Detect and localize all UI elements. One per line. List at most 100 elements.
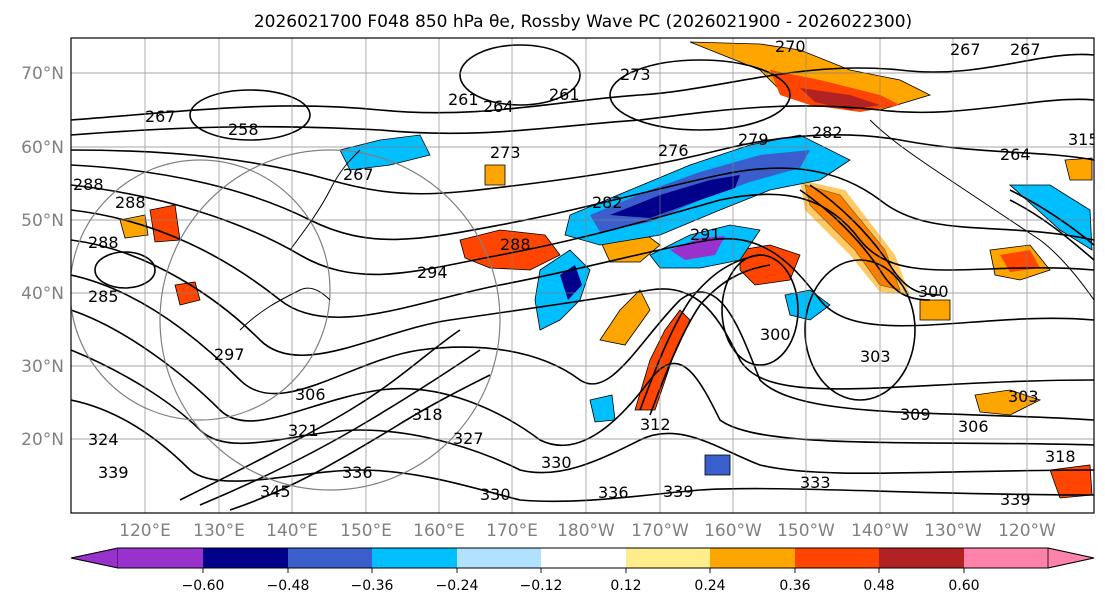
grey-circle bbox=[159, 149, 501, 491]
colorbar-tick-label: −0.48 bbox=[267, 578, 310, 594]
contour-label: 285 bbox=[88, 287, 119, 306]
contour-line bbox=[229, 374, 491, 511]
contour-closed bbox=[609, 59, 791, 131]
contour-label: 276 bbox=[658, 141, 689, 160]
contour-label: 288 bbox=[500, 235, 531, 254]
contour-closed bbox=[721, 254, 799, 366]
longitude-labels: 120°E 130°E 140°E 150°E 160°E 170°E 180°… bbox=[119, 521, 1056, 541]
contour-line bbox=[71, 133, 1094, 195]
contour-label: 324 bbox=[88, 430, 119, 449]
coastline bbox=[869, 119, 1094, 301]
contour-label: 282 bbox=[812, 123, 843, 142]
contour-label: 306 bbox=[958, 417, 989, 436]
contour-closed bbox=[189, 89, 311, 141]
contour-line bbox=[1009, 189, 1094, 246]
contour-label: 261 bbox=[549, 85, 580, 104]
projection-circles bbox=[71, 149, 501, 491]
lon-label: 130°W bbox=[924, 521, 982, 541]
map-frame: 270 267 267 273 261 264 258 267 261 267 … bbox=[70, 37, 1095, 514]
contour-label: 345 bbox=[260, 482, 291, 501]
contour-label: 297 bbox=[214, 345, 245, 364]
contour-label: 300 bbox=[760, 325, 791, 344]
lon-label: 120°E bbox=[119, 521, 171, 541]
contour-label: 303 bbox=[860, 347, 891, 366]
anomaly-navy-jet bbox=[610, 175, 740, 218]
anomaly-blue-west bbox=[339, 134, 431, 171]
contour-label: 258 bbox=[228, 120, 259, 139]
anomaly-purple-165w bbox=[670, 236, 725, 260]
colorbar-min-extension bbox=[70, 547, 119, 569]
lon-label: 150°E bbox=[340, 521, 392, 541]
anomaly-blue-tropic2 bbox=[704, 454, 731, 476]
contour-line bbox=[71, 164, 1094, 241]
contour-closed bbox=[459, 44, 581, 106]
colorbar-segment bbox=[118, 548, 203, 568]
anomaly-navy-mid bbox=[560, 265, 582, 300]
anomaly-red-midpac bbox=[459, 229, 561, 271]
contour-label: 336 bbox=[598, 483, 629, 502]
colorbar-max-extension bbox=[1047, 547, 1095, 569]
colorbar-tick-label: 0.60 bbox=[948, 578, 979, 594]
lat-label: 40°N bbox=[21, 284, 64, 304]
colorbar-segment bbox=[710, 548, 795, 568]
contour-label: 288 bbox=[115, 193, 146, 212]
colorbar-tick-label: −0.36 bbox=[351, 578, 394, 594]
anomaly-orange-ne bbox=[1064, 157, 1093, 181]
colorbar-tick-label: −0.24 bbox=[436, 578, 479, 594]
contour-line bbox=[71, 309, 1094, 446]
contour-line bbox=[179, 329, 461, 501]
lon-label: 120°W bbox=[998, 521, 1056, 541]
coastline bbox=[289, 149, 361, 251]
contour-label: 267 bbox=[343, 165, 374, 184]
figure-title: 2026021700 F048 850 hPa θe, Rossby Wave … bbox=[254, 12, 912, 32]
contour-label: 300 bbox=[918, 282, 949, 301]
contour-line bbox=[71, 184, 1094, 276]
anomaly-orange-streak bbox=[599, 289, 651, 346]
lon-label: 160°E bbox=[413, 521, 465, 541]
lat-label: 30°N bbox=[21, 357, 64, 377]
colorbar-segment bbox=[288, 548, 372, 568]
colorbar-outline bbox=[70, 547, 1095, 569]
contour-label: 327 bbox=[453, 429, 484, 448]
lat-label: 20°N bbox=[21, 430, 64, 450]
contour-line bbox=[71, 274, 1094, 421]
colorbar: −0.60 −0.48 −0.36 −0.24 −0.12 0.12 0.24 … bbox=[70, 547, 1095, 594]
contour-label: 288 bbox=[73, 175, 104, 194]
colorbar-tick-label: 0.36 bbox=[779, 578, 810, 594]
contour-label: 273 bbox=[620, 65, 651, 84]
lon-label: 180°W bbox=[557, 521, 615, 541]
anomaly-orange-small1 bbox=[919, 299, 951, 321]
contour-label: 267 bbox=[1010, 40, 1041, 59]
contour-label: 264 bbox=[483, 97, 514, 116]
contour-line bbox=[71, 98, 1094, 136]
latitude-labels: 70°N 60°N 50°N 40°N 30°N 20°N bbox=[21, 64, 64, 450]
contour-label: 336 bbox=[342, 463, 373, 482]
graticule bbox=[71, 38, 1094, 513]
contour-line bbox=[71, 239, 1094, 390]
contour-label: 264 bbox=[1000, 145, 1031, 164]
contour-label: 303 bbox=[1008, 387, 1039, 406]
colorbar-segment bbox=[372, 548, 457, 568]
anomaly-darkred-alaska bbox=[800, 88, 880, 110]
contour-label: 318 bbox=[412, 405, 443, 424]
anomaly-orange-small2 bbox=[484, 164, 506, 186]
contour-closed bbox=[804, 259, 916, 401]
coastlines bbox=[239, 119, 1094, 331]
contour-label: 288 bbox=[88, 233, 119, 252]
grey-circle bbox=[71, 159, 331, 421]
contour-line bbox=[199, 349, 481, 506]
colorbar-tick-label: 0.48 bbox=[863, 578, 894, 594]
lon-label: 170°W bbox=[631, 521, 689, 541]
colorbar-segment bbox=[541, 548, 626, 568]
colorbar-segment bbox=[879, 548, 964, 568]
lon-label: 140°W bbox=[851, 521, 909, 541]
coastline bbox=[239, 287, 331, 331]
lon-label: 130°E bbox=[193, 521, 245, 541]
contour-line bbox=[649, 264, 771, 416]
colorbar-tick-marks bbox=[202, 568, 965, 573]
contour-label: 261 bbox=[448, 90, 479, 109]
contour-closed bbox=[94, 251, 156, 289]
lon-label: 160°W bbox=[704, 521, 762, 541]
contour-label: 273 bbox=[490, 143, 521, 162]
